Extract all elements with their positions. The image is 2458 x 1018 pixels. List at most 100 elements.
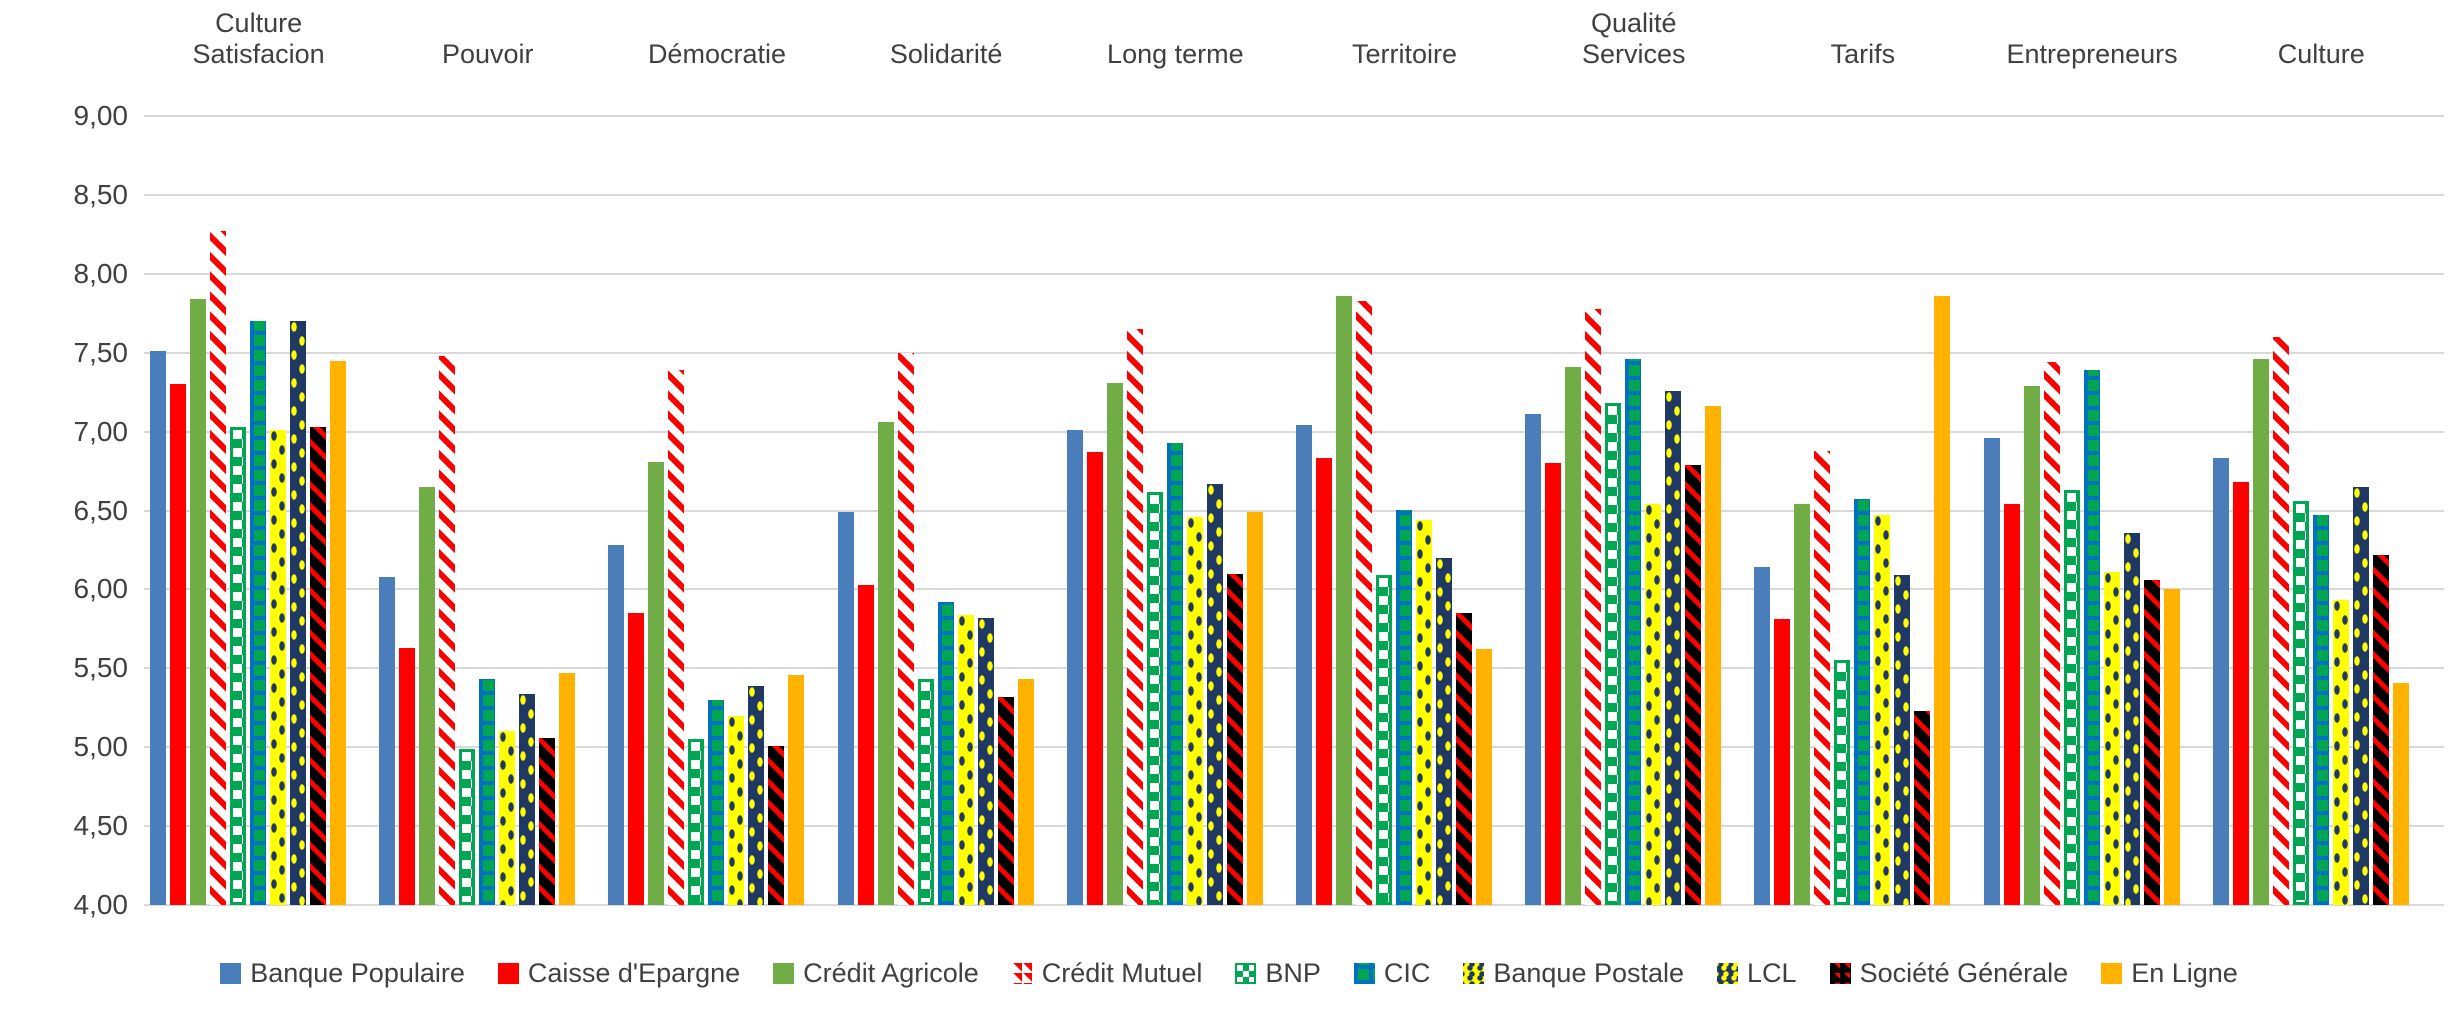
bar-en-ligne-9 (2392, 683, 2409, 905)
bar-bnp-8 (2063, 490, 2080, 905)
bar-bnp-2 (688, 739, 705, 905)
bar-group-2 (602, 116, 831, 905)
bar-en-ligne-0 (330, 361, 346, 905)
bar-bnp-1 (459, 749, 476, 905)
bar-caisse-d-epargne-8 (2003, 504, 2020, 905)
y-axis-tick-label: 8,00 (73, 257, 129, 289)
bar-banque-populaire-6 (1525, 414, 1542, 905)
bar-lcl-8 (2123, 533, 2140, 905)
legend-item-bnp: BNP (1235, 958, 1321, 989)
bar-caisse-d-epargne-0 (170, 384, 186, 905)
legend-item-banque-populaire: Banque Populaire (220, 958, 465, 989)
y-axis-tick-label: 9,00 (73, 100, 129, 131)
bar-banque-postale-6 (1645, 504, 1662, 905)
gridline (144, 272, 2444, 275)
bar-banque-postale-0 (270, 430, 286, 905)
gridline (144, 904, 2444, 906)
legend-item-cic: CIC (1353, 958, 1431, 989)
bar-cr-dit-mutuel-1 (439, 356, 456, 905)
bar-banque-postale-2 (728, 716, 745, 905)
category-label-tarifs: Tarifs (1830, 39, 1896, 69)
legend-label: CIC (1383, 958, 1431, 988)
legend-item-cr-dit-mutuel: Crédit Mutuel (1011, 958, 1202, 989)
bar-banque-populaire-9 (2212, 458, 2229, 905)
bar-banque-populaire-7 (1754, 567, 1771, 905)
legend-label: BNP (1265, 958, 1321, 988)
legend-marker-cr-dit-mutuel (1011, 963, 1033, 984)
legend-marker-lcl (1717, 963, 1739, 984)
bar-banque-populaire-4 (1066, 430, 1083, 905)
legend-marker-cic (1353, 963, 1375, 984)
bar-bnp-9 (2292, 501, 2309, 905)
gridline (144, 825, 2444, 828)
bar-cr-dit-agricole-3 (877, 422, 894, 905)
bar-cr-dit-mutuel-8 (2043, 362, 2060, 905)
legend-marker-cr-dit-agricole (773, 963, 795, 984)
bar-banque-populaire-3 (837, 512, 854, 905)
legend-label: Banque Postale (1493, 958, 1685, 988)
bar-bnp-5 (1375, 575, 1392, 905)
bar-caisse-d-epargne-5 (1315, 458, 1332, 905)
gridline (144, 746, 2444, 749)
bar-cr-dit-agricole-2 (648, 462, 665, 905)
bar-banque-populaire-5 (1295, 425, 1312, 905)
bar-cr-dit-mutuel-2 (668, 370, 685, 905)
bar-bnp-6 (1605, 403, 1622, 905)
category-label-territoire: Territoire (1352, 39, 1458, 69)
bar-cr-dit-agricole-7 (1794, 504, 1811, 905)
bar-group-7 (1748, 116, 1977, 905)
bar-group-1 (373, 116, 602, 905)
bar-cr-dit-agricole-8 (2023, 386, 2040, 905)
bar-banque-populaire-2 (608, 545, 625, 905)
legend-item-caisse-d-epargne: Caisse d'Epargne (497, 958, 740, 989)
bar-soci-t-g-n-rale-7 (1914, 711, 1931, 905)
bar-en-ligne-4 (1246, 512, 1263, 905)
legend-marker-bnp (1235, 963, 1257, 984)
bar-group-4 (1061, 116, 1290, 905)
bar-cic-0 (250, 321, 266, 905)
category-label-entrepreneurs: Entrepreneurs (2006, 39, 2178, 69)
bar-cr-dit-agricole-9 (2252, 359, 2269, 905)
bar-caisse-d-epargne-1 (399, 648, 416, 905)
gridline (144, 667, 2444, 670)
bar-en-ligne-2 (788, 675, 805, 905)
bar-banque-populaire-0 (150, 351, 166, 905)
bar-group-0 (144, 116, 373, 905)
bar-bnp-7 (1834, 660, 1851, 905)
y-axis-tick-label: 4,00 (73, 889, 129, 920)
bar-caisse-d-epargne-2 (628, 613, 645, 905)
y-axis-tick-label: 7,50 (73, 336, 129, 368)
bar-group-9 (2207, 116, 2436, 905)
bar-en-ligne-1 (559, 673, 576, 905)
bar-cr-dit-mutuel-4 (1126, 329, 1143, 905)
bar-cic-5 (1395, 510, 1412, 905)
bar-cr-dit-mutuel-5 (1355, 301, 1372, 905)
bar-caisse-d-epargne-4 (1086, 452, 1103, 905)
legend-label: LCL (1747, 958, 1797, 988)
bar-soci-t-g-n-rale-1 (539, 738, 556, 905)
gridline (144, 193, 2444, 196)
category-label-qualit-services: Qualité Services (1581, 8, 1686, 69)
bar-banque-postale-7 (1874, 515, 1891, 905)
bar-cic-6 (1625, 359, 1642, 905)
bar-en-ligne-5 (1475, 649, 1492, 905)
bar-en-ligne-7 (1934, 296, 1951, 905)
bar-soci-t-g-n-rale-4 (1226, 574, 1243, 905)
bar-lcl-3 (977, 618, 994, 905)
bar-lcl-7 (1894, 575, 1911, 905)
legend-marker-banque-populaire (220, 963, 242, 984)
bar-soci-t-g-n-rale-5 (1455, 613, 1472, 905)
bar-soci-t-g-n-rale-6 (1685, 465, 1702, 905)
bar-soci-t-g-n-rale-9 (2372, 555, 2389, 905)
legend-label: Société Générale (1859, 958, 2069, 988)
bar-soci-t-g-n-rale-8 (2143, 580, 2160, 905)
bar-bnp-3 (917, 679, 934, 905)
bar-bnp-4 (1146, 492, 1163, 905)
bar-cr-dit-mutuel-0 (210, 231, 226, 905)
bar-cic-2 (708, 700, 725, 905)
legend-item-cr-dit-agricole: Crédit Agricole (773, 958, 979, 989)
plot-area (144, 116, 2436, 905)
bar-banque-postale-8 (2103, 572, 2120, 905)
bar-lcl-0 (290, 321, 306, 905)
